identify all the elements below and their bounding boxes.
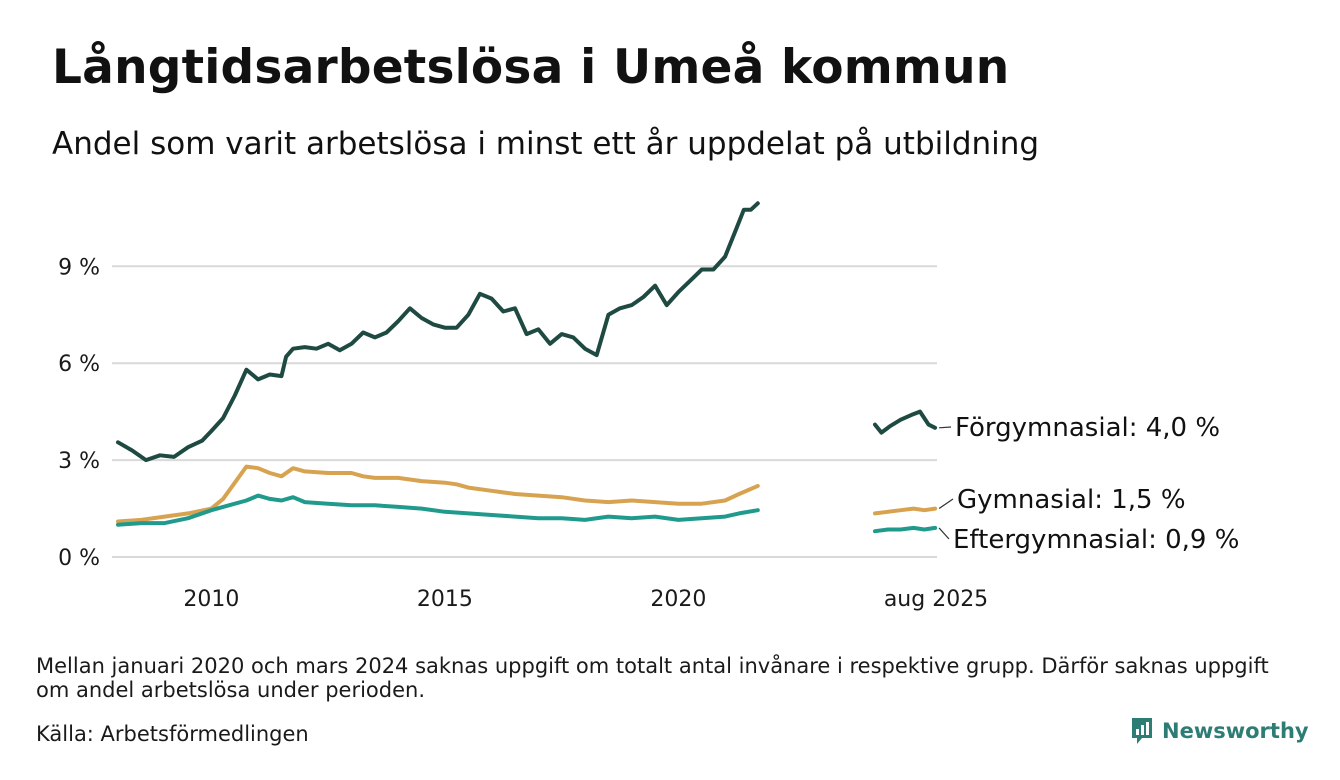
- series-line-förgymnasial-2: [873, 409, 938, 435]
- series-label-gymnasial: Gymnasial: 1,5 %: [957, 485, 1186, 515]
- chart-subtitle: Andel som varit arbetslösa i minst ett å…: [52, 126, 1040, 162]
- y-tick-label: 9 %: [58, 255, 100, 280]
- series-end-labels: Förgymnasial: 4,0 % Gymnasial: 1,5 % Efter…: [938, 413, 1239, 555]
- line-chart: 0 % 3 % 6 % 9 % 2010 2015 2020 aug 2025 Förgym…: [58, 201, 1239, 612]
- x-tick-label: 2020: [650, 587, 706, 612]
- brand-name: Newsworthy: [1162, 719, 1309, 743]
- y-tick-label: 6 %: [58, 352, 100, 377]
- x-tick-label: 2015: [417, 587, 473, 612]
- source-text: Källa: Arbetsförmedlingen: [36, 722, 309, 746]
- label-connector: [939, 426, 952, 429]
- series-line-eftergymnasial-2: [873, 525, 938, 534]
- series-label-eftergymnasial: Eftergymnasial: 0,9 %: [953, 525, 1239, 555]
- chart-bubble-icon: [1132, 718, 1152, 744]
- series-label-förgymnasial: Förgymnasial: 4,0 %: [955, 413, 1220, 443]
- series-line-gymnasial-1: [116, 464, 760, 524]
- grid-lines: [112, 265, 937, 558]
- y-tick-label: 0 %: [58, 546, 100, 571]
- y-tick-label: 3 %: [58, 449, 100, 474]
- x-axis-labels: 2010 2015 2020 aug 2025: [183, 587, 988, 612]
- label-connector: [938, 527, 950, 540]
- footnote: Mellan januari 2020 och mars 2024 saknas…: [36, 654, 1269, 702]
- brand-logo: Newsworthy: [1130, 716, 1309, 746]
- y-axis-labels: 0 % 3 % 6 % 9 %: [58, 255, 100, 571]
- series-line-gymnasial-2: [873, 506, 938, 516]
- series-line-förgymnasial-1: [116, 201, 760, 463]
- label-connector: [938, 498, 954, 510]
- series-lines: [116, 201, 938, 534]
- series-line-eftergymnasial-1: [116, 493, 760, 527]
- x-tick-label-last: aug 2025: [884, 587, 988, 612]
- chart-title: Långtidsarbetslösa i Umeå kommun: [52, 40, 1010, 95]
- x-tick-label: 2010: [183, 587, 239, 612]
